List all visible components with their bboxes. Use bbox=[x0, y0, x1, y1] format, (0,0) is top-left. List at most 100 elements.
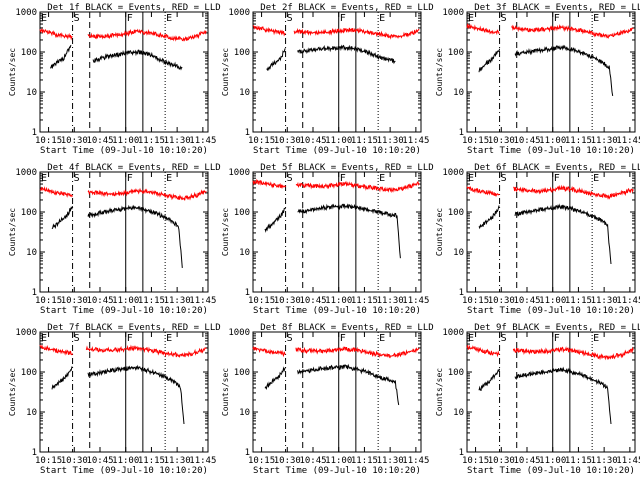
x-tick-label: 11:30 bbox=[591, 136, 618, 146]
event-rate-line bbox=[51, 206, 74, 230]
detector-panel: Det 4f BLACK = Events, RED = LLD 1 10 100 10… bbox=[8, 163, 221, 316]
x-tick-label: 10:45 bbox=[513, 296, 540, 306]
y-tick-label: 1 bbox=[459, 448, 464, 458]
lld-rate-line bbox=[252, 346, 286, 358]
event-marker-label: F bbox=[340, 333, 346, 344]
event-marker-label: E bbox=[166, 333, 172, 344]
y-axis-label: Counts/sec bbox=[221, 368, 230, 416]
event-marker-label: E bbox=[468, 13, 474, 24]
x-tick-label: 10:15 bbox=[35, 136, 62, 146]
panel-title: Det 2f BLACK = Events, RED = LLD bbox=[260, 3, 433, 13]
event-marker-label: E bbox=[468, 173, 474, 184]
x-axis-label: Start Time (09-Jul-10 10:10:20) bbox=[467, 466, 635, 476]
event-marker-label: F bbox=[127, 173, 133, 184]
x-tick-label: 11:00 bbox=[539, 296, 566, 306]
x-tick-label: 11:15 bbox=[565, 296, 592, 306]
event-marker-label: E bbox=[593, 173, 599, 184]
plot-frame bbox=[39, 171, 209, 293]
x-tick-label: 11:15 bbox=[351, 296, 378, 306]
x-tick-label: 11:45 bbox=[189, 296, 216, 306]
x-axis-label: Start Time (09-Jul-10 10:10:20) bbox=[40, 146, 208, 156]
event-rate-line bbox=[297, 203, 401, 259]
x-tick-label: 10:15 bbox=[35, 296, 62, 306]
x-tick-label: 10:45 bbox=[86, 136, 113, 146]
event-marker-label: S bbox=[74, 13, 80, 24]
event-marker-label: E bbox=[379, 333, 385, 344]
x-tick-label: 10:30 bbox=[61, 456, 88, 466]
y-axis-label: Counts/sec bbox=[435, 368, 444, 416]
event-rate-line bbox=[478, 205, 500, 230]
event-rate-line bbox=[514, 44, 614, 96]
event-marker-label: E bbox=[41, 173, 47, 184]
plot-frame bbox=[39, 11, 209, 133]
y-tick-label: 1000 bbox=[15, 328, 37, 338]
y-axis-label: Counts/sec bbox=[8, 208, 17, 256]
event-rate-line bbox=[264, 366, 287, 390]
y-tick-label: 10 bbox=[239, 408, 250, 418]
y-tick-label: 100 bbox=[21, 208, 37, 218]
y-axis-label: Counts/sec bbox=[221, 48, 230, 96]
lld-rate-line bbox=[466, 344, 500, 358]
x-tick-label: 10:15 bbox=[35, 456, 62, 466]
panel-title: Det 3f BLACK = Events, RED = LLD bbox=[474, 3, 640, 13]
panel-title: Det 7f BLACK = Events, RED = LLD bbox=[47, 323, 220, 333]
y-axis-label: Counts/sec bbox=[435, 208, 444, 256]
x-tick-label: 11:30 bbox=[377, 296, 404, 306]
lld-rate-line bbox=[466, 186, 500, 198]
event-marker-label: F bbox=[554, 13, 560, 24]
event-marker-label: S bbox=[287, 333, 293, 344]
x-tick-label: 10:45 bbox=[299, 296, 326, 306]
x-tick-label: 11:00 bbox=[325, 296, 352, 306]
event-marker-label: E bbox=[379, 173, 385, 184]
x-tick-label: 11:00 bbox=[112, 456, 139, 466]
x-tick-label: 10:30 bbox=[61, 296, 88, 306]
x-tick-label: 11:00 bbox=[325, 136, 352, 146]
x-tick-label: 11:00 bbox=[539, 456, 566, 466]
lld-rate-line bbox=[85, 344, 207, 358]
y-tick-label: 1000 bbox=[228, 8, 250, 18]
y-tick-label: 100 bbox=[234, 48, 250, 58]
x-axis-label: Start Time (09-Jul-10 10:10:20) bbox=[467, 306, 635, 316]
x-tick-label: 10:45 bbox=[513, 136, 540, 146]
event-rate-line bbox=[92, 49, 183, 71]
event-marker-label: S bbox=[287, 173, 293, 184]
y-tick-label: 10 bbox=[453, 248, 464, 258]
y-tick-label: 100 bbox=[448, 48, 464, 58]
event-marker-label: S bbox=[501, 333, 507, 344]
detector-panel: Det 3f BLACK = Events, RED = LLD 1 10 100 10… bbox=[435, 3, 640, 156]
x-axis-label: Start Time (09-Jul-10 10:10:20) bbox=[253, 466, 421, 476]
y-tick-label: 10 bbox=[453, 88, 464, 98]
x-tick-label: 10:30 bbox=[488, 296, 515, 306]
y-tick-label: 100 bbox=[234, 208, 250, 218]
y-tick-label: 1 bbox=[245, 128, 250, 138]
y-tick-label: 100 bbox=[448, 208, 464, 218]
y-tick-label: 10 bbox=[453, 408, 464, 418]
x-tick-label: 11:15 bbox=[351, 136, 378, 146]
x-axis-label: Start Time (09-Jul-10 10:10:20) bbox=[467, 146, 635, 156]
x-tick-label: 11:15 bbox=[351, 456, 378, 466]
x-tick-label: 10:45 bbox=[513, 456, 540, 466]
y-axis-label: Counts/sec bbox=[8, 48, 17, 96]
x-tick-label: 11:30 bbox=[591, 296, 618, 306]
x-tick-label: 11:15 bbox=[138, 456, 165, 466]
lld-rate-line bbox=[511, 24, 634, 39]
event-marker-label: E bbox=[468, 333, 474, 344]
x-tick-label: 11:30 bbox=[164, 456, 191, 466]
lld-rate-line bbox=[39, 186, 74, 198]
x-tick-label: 10:15 bbox=[248, 456, 275, 466]
detector-panel: Det 7f BLACK = Events, RED = LLD 1 10 100 10… bbox=[8, 323, 221, 476]
x-tick-label: 10:45 bbox=[299, 456, 326, 466]
x-tick-label: 11:45 bbox=[402, 296, 429, 306]
y-tick-label: 10 bbox=[239, 88, 250, 98]
y-tick-label: 1 bbox=[32, 128, 37, 138]
detector-panel: Det 2f BLACK = Events, RED = LLD 1 10 100 10… bbox=[221, 3, 434, 156]
y-tick-label: 1000 bbox=[228, 328, 250, 338]
x-tick-label: 11:45 bbox=[402, 456, 429, 466]
y-tick-label: 1000 bbox=[15, 168, 37, 178]
x-tick-label: 10:45 bbox=[299, 136, 326, 146]
y-tick-label: 1 bbox=[32, 448, 37, 458]
event-marker-label: F bbox=[340, 173, 346, 184]
event-rate-line bbox=[266, 48, 286, 72]
event-rate-line bbox=[51, 366, 73, 390]
plot-frame bbox=[466, 331, 636, 453]
